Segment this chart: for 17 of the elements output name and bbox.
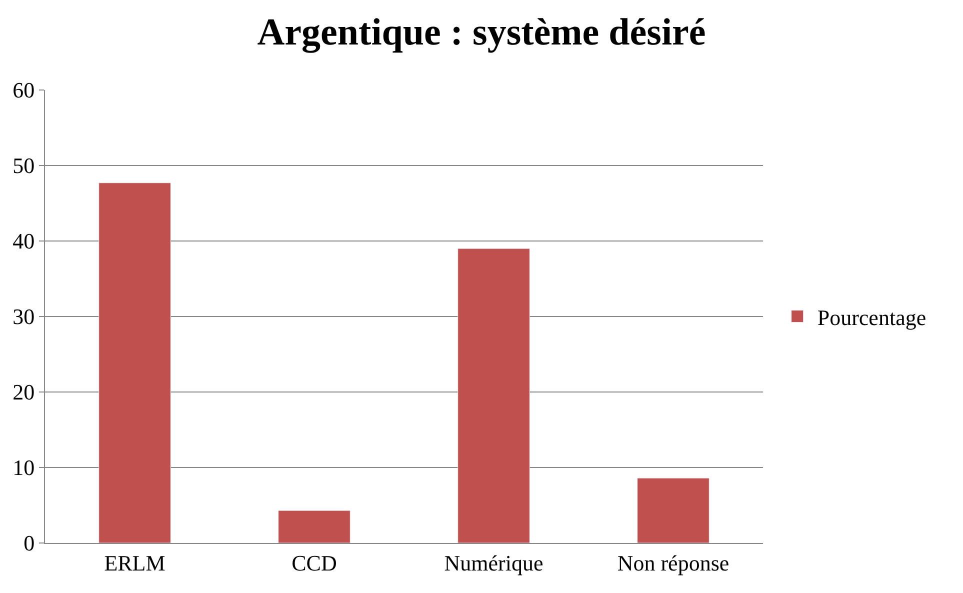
x-tick-label: CCD — [292, 550, 337, 576]
bar — [278, 510, 350, 543]
y-tick-label: 0 — [24, 530, 35, 556]
y-tick-label: 20 — [12, 380, 35, 405]
chart-title: Argentique : système désiré — [257, 11, 706, 54]
y-tick-label: 60 — [12, 78, 35, 103]
x-tick-label: ERLM — [104, 550, 166, 576]
bar — [98, 182, 171, 543]
legend-label: Pourcentage — [817, 304, 926, 330]
y-tick-label: 30 — [12, 304, 35, 330]
y-tick-label: 50 — [12, 153, 35, 178]
bar — [637, 478, 710, 543]
bar — [458, 248, 530, 543]
x-tick-label: Non réponse — [617, 550, 730, 576]
y-tick-label: 40 — [12, 228, 35, 254]
x-tick-label: Numérique — [444, 550, 544, 576]
y-tick-label: 10 — [12, 455, 35, 480]
